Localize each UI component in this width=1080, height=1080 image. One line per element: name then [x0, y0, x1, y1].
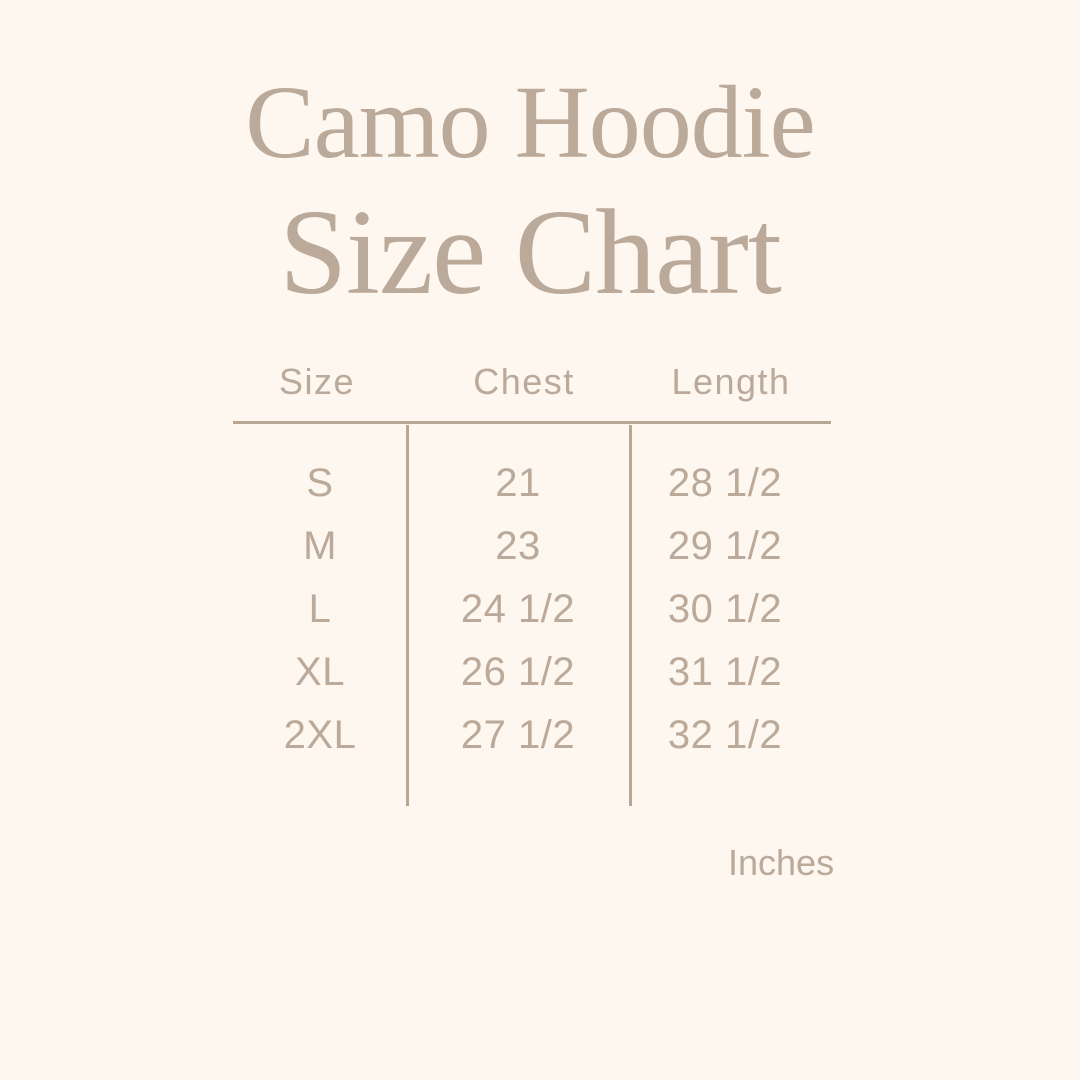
cell-length: 31 1/2	[667, 650, 783, 694]
cell-size: XL	[295, 650, 345, 694]
cell-chest: 23	[495, 524, 541, 568]
header-divider	[233, 421, 831, 424]
column-divider-2	[629, 425, 632, 806]
cell-chest: 27 1/2	[460, 713, 576, 757]
cell-length: 32 1/2	[667, 713, 783, 757]
title-line-1: Camo Hoodie	[245, 65, 816, 180]
cell-size: S	[306, 461, 334, 505]
title-line-2: Size Chart	[279, 185, 782, 320]
header-length: Length	[671, 361, 791, 402]
cell-chest: 26 1/2	[460, 650, 576, 694]
units-label: Inches	[728, 842, 835, 883]
cell-length: 30 1/2	[667, 587, 783, 631]
header-size: Size	[278, 361, 356, 402]
cell-length: 29 1/2	[667, 524, 783, 568]
column-divider-1	[406, 425, 409, 806]
cell-length: 28 1/2	[667, 461, 783, 505]
cell-chest: 21	[495, 461, 541, 505]
header-chest: Chest	[473, 361, 575, 402]
cell-chest: 24 1/2	[460, 587, 576, 631]
cell-size: 2XL	[283, 713, 357, 757]
cell-size: L	[308, 587, 332, 631]
cell-size: M	[303, 524, 337, 568]
